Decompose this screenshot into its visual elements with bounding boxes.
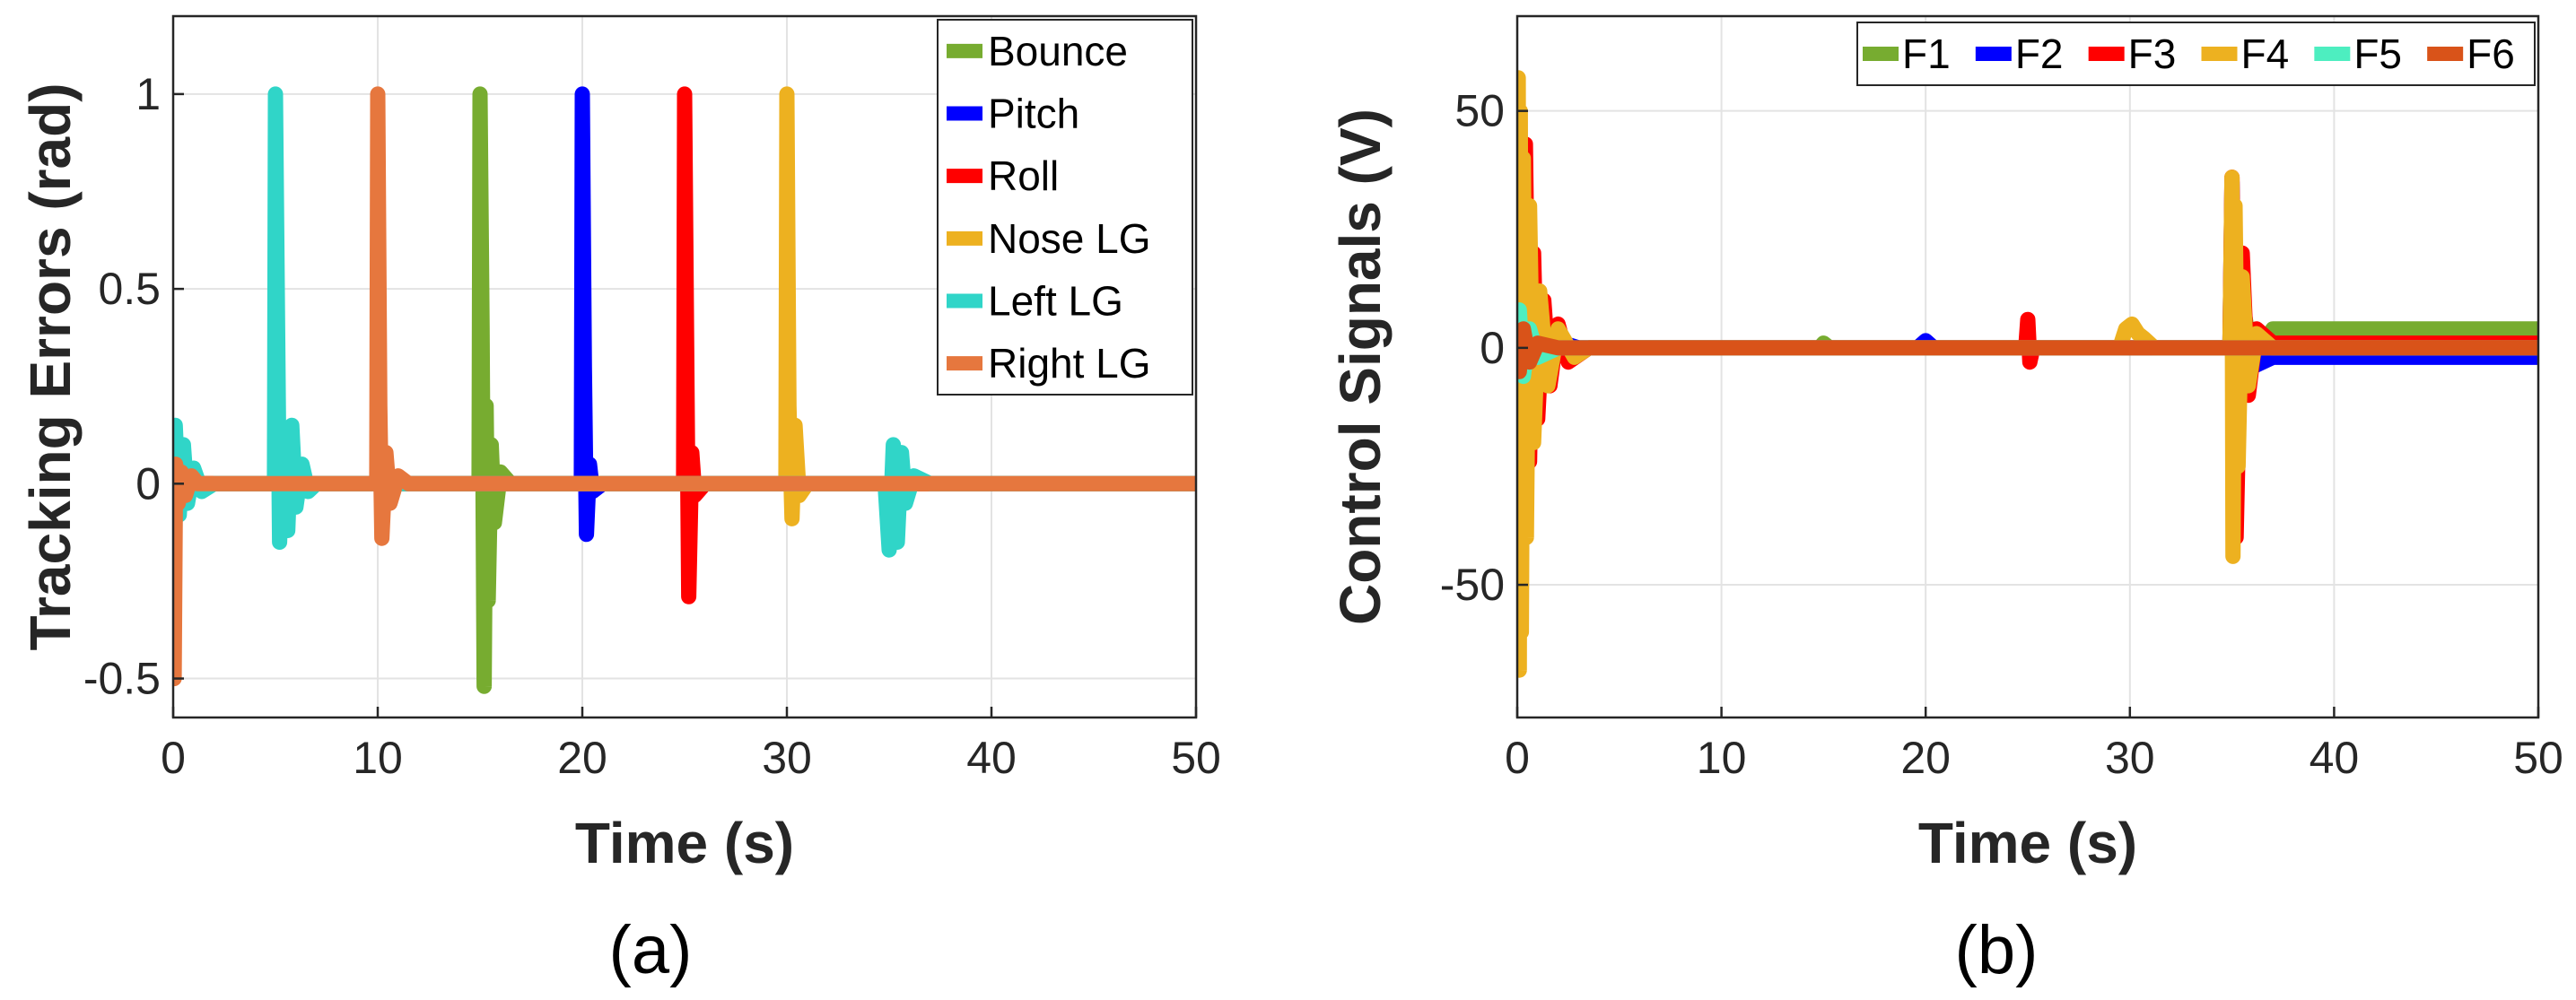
legend: Bounce Pitch Roll Nose LG Left LG Right LG [937, 19, 1193, 396]
axes-box [1515, 14, 2540, 719]
x-tick-label: 40 [2310, 733, 2360, 783]
legend-label: F3 [2128, 30, 2177, 77]
x-tick-label: 40 [966, 733, 1017, 783]
y-axis-label: Control Signals (V) [1328, 109, 1393, 625]
x-tick-label: 30 [2105, 733, 2155, 783]
x-tick-label: 50 [2513, 733, 2563, 783]
y-tick-label: -50 [1440, 560, 1505, 610]
x-tick-label: 20 [1900, 733, 1951, 783]
series-line-f4 [1517, 70, 2538, 678]
panel-caption: (a) [609, 912, 693, 988]
series-line-f6 [1517, 321, 2538, 379]
series-line-bounce [173, 86, 1196, 694]
legend-label: F2 [2015, 30, 2064, 77]
y-tick-label: 50 [1454, 86, 1505, 136]
legend-box [937, 19, 1193, 396]
legend-label: F6 [2467, 30, 2515, 77]
x-tick-label: 0 [161, 733, 186, 783]
legend-box [1856, 22, 2536, 86]
x-axis-label: Time (s) [1918, 811, 2137, 875]
x-tick-label: 10 [1697, 733, 1747, 783]
x-axis-label: Time (s) [575, 811, 794, 875]
legend-label: Pitch [988, 91, 1079, 137]
x-tick-label: 10 [353, 733, 403, 783]
x-tick-label: 0 [1505, 733, 1530, 783]
legend-label: Right LG [988, 340, 1151, 387]
y-tick-label: 0.5 [98, 264, 161, 314]
legend-label: Bounce [988, 28, 1128, 74]
x-tick-label: 50 [1171, 733, 1221, 783]
legend-label: Roll [988, 152, 1059, 199]
legend-label: F1 [1902, 30, 1951, 77]
legend-label: Left LG [988, 278, 1123, 325]
x-tick-label: 30 [762, 733, 812, 783]
y-tick-label: -0.5 [83, 654, 161, 704]
y-tick-label: 0 [135, 458, 161, 509]
axes-box [171, 14, 1198, 719]
chart-panel-b: 0 10 20 30 40 50 -50 0 50 Time (s) Control Signals… [1328, 14, 2563, 988]
legend-label: F4 [2241, 30, 2290, 77]
series-line-right-lg [173, 86, 1196, 687]
panel-caption: (b) [1955, 912, 2039, 988]
y-tick-label: 0 [1480, 323, 1505, 373]
y-tick-label: 1 [135, 69, 161, 119]
x-tick-label: 20 [557, 733, 607, 783]
y-axis-label: Tracking Errors (rad) [18, 83, 83, 650]
legend-label: Nose LG [988, 215, 1151, 262]
legend-label: F5 [2353, 30, 2402, 77]
legend: F1 F2 F3 F4 F5 F6 [1856, 22, 2536, 86]
